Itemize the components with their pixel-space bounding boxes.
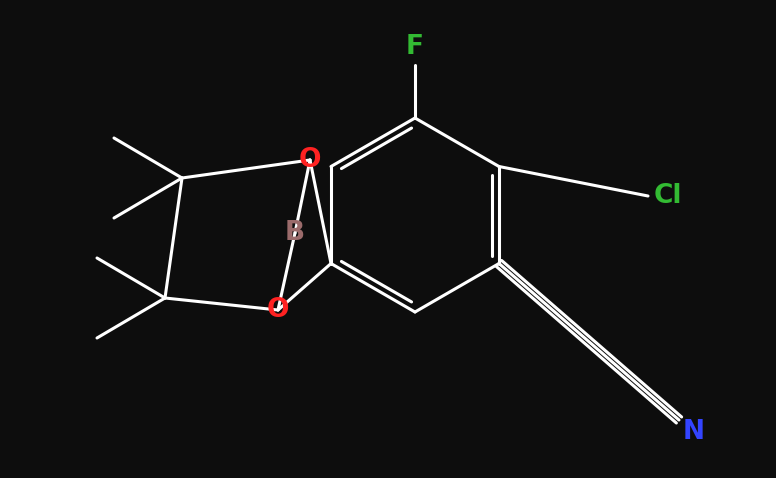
Text: B: B: [285, 220, 305, 246]
Text: O: O: [267, 297, 289, 323]
Text: Cl: Cl: [653, 183, 682, 209]
Text: N: N: [683, 419, 705, 445]
Text: F: F: [406, 34, 424, 60]
Text: O: O: [299, 147, 321, 173]
